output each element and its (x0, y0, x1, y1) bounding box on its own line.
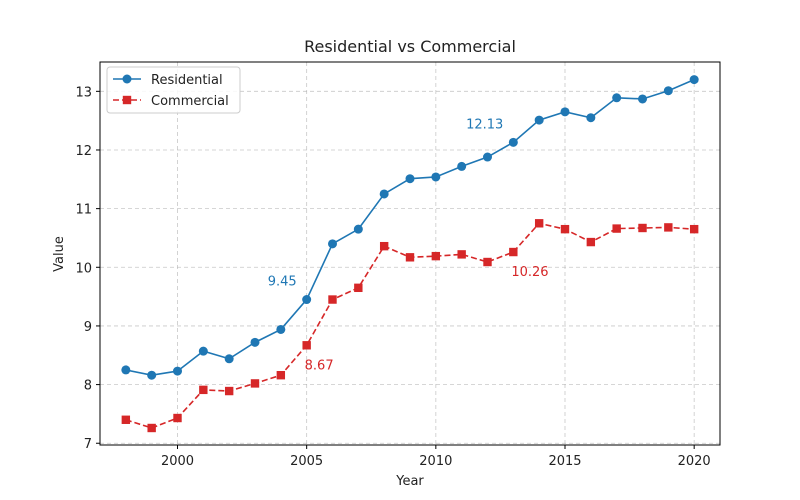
y-tick-label: 7 (84, 437, 92, 452)
data-point (379, 241, 389, 251)
legend-label: Residential (151, 73, 223, 88)
legend-item-residential: Residential (113, 73, 223, 88)
data-point (173, 366, 182, 376)
x-tick-label: 2010 (419, 454, 452, 469)
y-tick-label: 9 (84, 320, 92, 335)
data-point (612, 224, 621, 233)
data-point (354, 283, 363, 293)
x-tick-label: 2020 (678, 454, 711, 469)
data-label: 9.45 (268, 275, 297, 290)
data-point (586, 237, 596, 247)
x-axis-label: Year (395, 474, 424, 489)
y-tick-label: 8 (84, 379, 92, 394)
data-point (302, 341, 311, 350)
data-point (689, 224, 699, 234)
axis-ticks: 2000 2005 2010 2015 2020 7 8 9 10 11 12 13 (75, 85, 710, 469)
data-point (224, 386, 234, 396)
data-point (353, 224, 363, 234)
y-tick-label: 13 (75, 85, 92, 100)
series-residential (121, 75, 699, 380)
data-point (457, 250, 466, 259)
chart-title: Residential vs Commercial (304, 37, 516, 56)
data-point (560, 107, 570, 117)
x-tick-label: 2000 (161, 454, 194, 469)
data-point (405, 174, 415, 184)
data-point (302, 295, 312, 305)
data-point (121, 415, 131, 424)
y-tick-label: 10 (75, 261, 92, 276)
data-point (638, 223, 647, 233)
legend-marker (122, 95, 132, 105)
grid (100, 62, 720, 445)
data-point (121, 365, 131, 375)
data-label: 10.26 (511, 265, 548, 280)
data-point (483, 257, 492, 267)
y-tick-label: 12 (75, 144, 92, 159)
data-point (276, 324, 286, 334)
data-point (534, 115, 544, 125)
data-point (612, 93, 622, 103)
plot-frame (99, 61, 721, 446)
data-point (638, 94, 647, 104)
data-point (431, 251, 441, 261)
data-point (663, 86, 673, 96)
data-point (250, 379, 260, 388)
legend-item-commercial: Commercial (113, 94, 229, 109)
data-point (483, 152, 492, 162)
data-point (509, 247, 518, 257)
data-point (276, 371, 286, 380)
data-point (198, 346, 208, 356)
y-axis-label: Value (52, 236, 67, 272)
data-point (560, 224, 570, 234)
data-point (586, 113, 596, 123)
annotations: 9.45 12.13 8.67 10.26 (268, 117, 549, 373)
data-point (689, 75, 699, 85)
legend-marker (122, 74, 132, 84)
data-point (147, 423, 156, 433)
x-tick-label: 2005 (290, 454, 323, 469)
data-point (250, 337, 260, 347)
x-tick-label: 2015 (548, 454, 581, 469)
data-point (328, 295, 337, 304)
series-commercial (121, 219, 699, 433)
data-point (379, 189, 389, 199)
data-point (457, 161, 467, 171)
series-layer (121, 75, 699, 433)
data-point (431, 172, 441, 182)
data-point (534, 219, 544, 228)
data-point (224, 354, 234, 364)
data-point (328, 239, 337, 249)
data-point (664, 223, 673, 232)
data-label: 12.13 (466, 117, 503, 132)
data-point (147, 370, 157, 380)
data-point (173, 413, 182, 423)
data-point (199, 385, 208, 395)
data-point (405, 253, 415, 262)
legend: Residential Commercial (106, 66, 241, 114)
data-label: 8.67 (305, 358, 334, 373)
data-point (508, 137, 518, 147)
y-tick-label: 11 (75, 203, 92, 218)
legend-label: Commercial (151, 94, 229, 109)
